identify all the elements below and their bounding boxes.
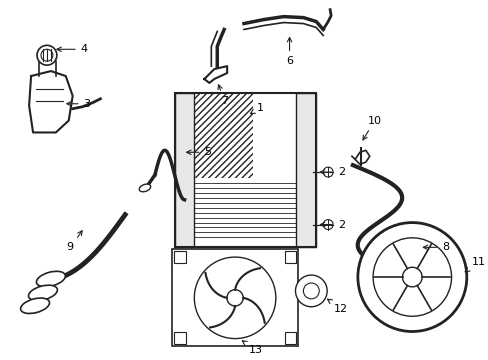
Text: 2: 2 (320, 167, 345, 177)
Text: 5: 5 (186, 147, 211, 157)
Circle shape (37, 45, 57, 65)
Circle shape (41, 49, 53, 61)
Text: 3: 3 (67, 99, 90, 109)
Bar (171, 249, 298, 346)
Text: 10: 10 (362, 116, 381, 140)
Ellipse shape (37, 271, 65, 287)
Text: 8: 8 (423, 242, 448, 252)
Text: 7: 7 (218, 85, 227, 106)
Text: 9: 9 (66, 231, 82, 252)
Circle shape (372, 238, 450, 316)
Ellipse shape (28, 285, 57, 301)
Bar (296, 93, 316, 247)
Bar (174, 93, 194, 247)
Text: 2: 2 (320, 220, 345, 230)
Ellipse shape (20, 298, 49, 314)
Text: 12: 12 (327, 299, 347, 314)
Bar (173, 251, 185, 263)
Text: 1: 1 (250, 103, 264, 114)
Ellipse shape (139, 184, 150, 192)
Circle shape (357, 222, 466, 332)
Circle shape (226, 290, 243, 306)
Circle shape (323, 167, 332, 177)
Circle shape (402, 267, 421, 287)
Text: 6: 6 (285, 37, 292, 66)
Bar (284, 333, 296, 345)
Circle shape (194, 257, 275, 339)
Text: 11: 11 (464, 257, 485, 272)
Circle shape (295, 275, 326, 307)
Circle shape (323, 220, 332, 230)
Text: 13: 13 (242, 341, 263, 355)
Bar (194, 93, 252, 178)
Circle shape (303, 283, 319, 299)
Text: 4: 4 (57, 44, 87, 54)
Bar (284, 251, 296, 263)
Bar (173, 333, 185, 345)
Bar (174, 93, 316, 247)
